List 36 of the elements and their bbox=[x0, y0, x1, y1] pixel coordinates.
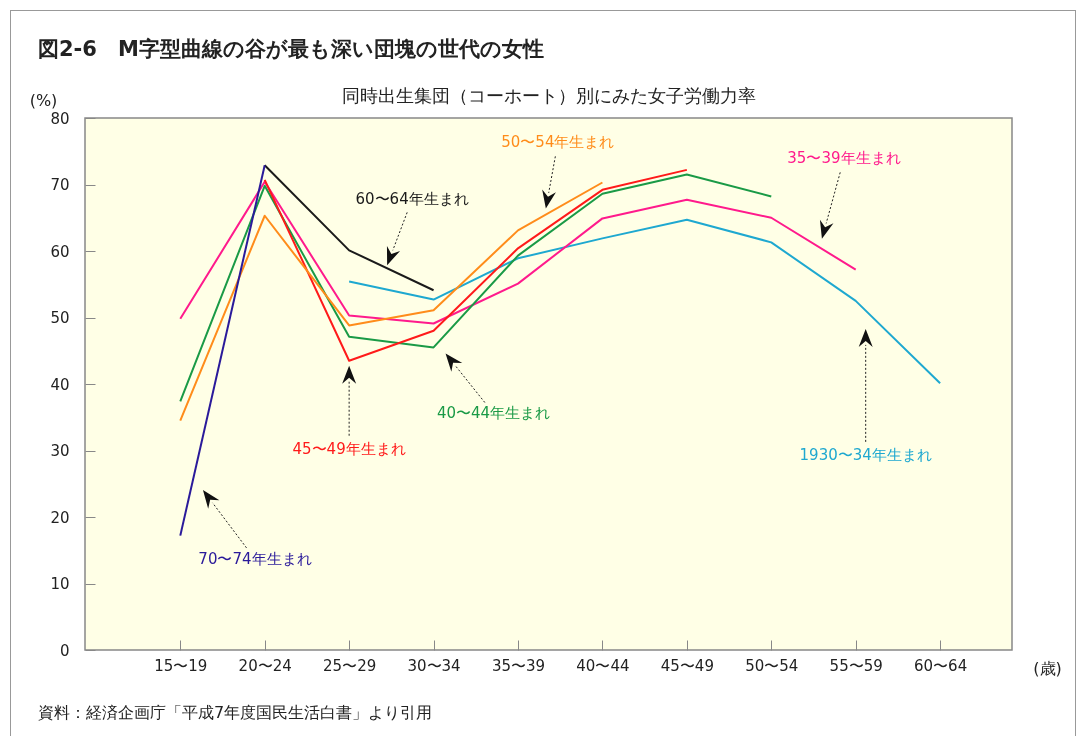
x-tick-label: 55〜59 bbox=[829, 656, 883, 675]
text: 40〜44年生まれ bbox=[436, 403, 551, 422]
y-tick-label: 80 bbox=[50, 109, 70, 128]
line-series bbox=[263, 168, 688, 362]
text: 50〜54年生まれ bbox=[501, 133, 615, 152]
y-tick-label: 0 bbox=[59, 641, 70, 660]
x-tick-label: 15〜19 bbox=[154, 656, 208, 675]
y-axis-title: (%) bbox=[29, 90, 58, 110]
x-tick-label: 35〜39 bbox=[491, 656, 546, 675]
line-series bbox=[179, 180, 857, 325]
chart-title: 図2-6 M字型曲線の谷が最も深い団塊の世代の女性 bbox=[38, 36, 544, 63]
x-tick-label: 30〜34 bbox=[407, 656, 461, 675]
x-tick-label: 40〜44 bbox=[576, 656, 630, 675]
y-tick-label: 70 bbox=[50, 176, 70, 194]
y-tick-label: 20 bbox=[50, 508, 70, 527]
line-series bbox=[179, 181, 604, 422]
y-tick-label: 30 bbox=[50, 442, 70, 460]
line-series bbox=[348, 218, 942, 385]
chart-subtitle: 同時出生集団（コーホート）別にみた女子労働力率 bbox=[340, 84, 757, 108]
series-label: 70〜74年生まれ bbox=[198, 549, 312, 568]
x-tick-label: 45〜49 bbox=[660, 656, 714, 675]
text: 1930〜34年生まれ bbox=[799, 446, 932, 465]
text: 45〜49年生まれ bbox=[292, 440, 406, 459]
y-tick-label: 60 bbox=[50, 242, 70, 261]
x-tick-label: 60〜64 bbox=[914, 656, 968, 675]
text: 60〜64年生まれ bbox=[355, 189, 469, 208]
x-tick-label: 25〜29 bbox=[323, 656, 377, 675]
x-tick-label: 20〜24 bbox=[238, 656, 292, 675]
x-tick-label: 50〜54 bbox=[745, 656, 799, 675]
y-tick-label: 40 bbox=[50, 375, 70, 394]
x-axis-title: (歳) bbox=[1033, 658, 1062, 678]
line-series bbox=[179, 173, 773, 403]
y-tick-label: 10 bbox=[50, 575, 70, 593]
text: 資料：経済企画庁「平成7年度国民生活白書」より引用 bbox=[38, 703, 433, 724]
y-tick-label: 50 bbox=[50, 309, 70, 327]
text: 35〜39年生まれ bbox=[787, 149, 901, 168]
